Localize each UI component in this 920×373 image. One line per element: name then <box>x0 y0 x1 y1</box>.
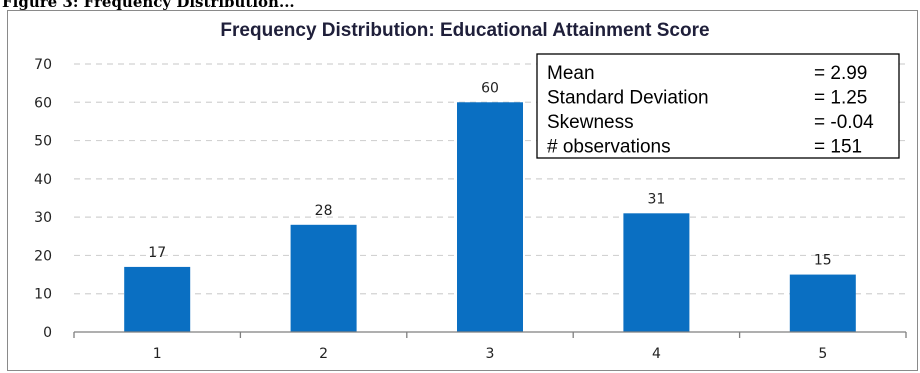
stat-value: = -0.04 <box>814 112 874 133</box>
y-tick-label: 40 <box>34 172 52 188</box>
y-tick-label: 60 <box>34 95 52 111</box>
stat-value: = 151 <box>814 137 862 158</box>
x-axis <box>73 331 907 338</box>
bar <box>124 266 191 332</box>
data-labels: 17 28 60 31 15 <box>148 80 831 268</box>
data-label: 17 <box>148 245 166 261</box>
bar <box>290 224 357 332</box>
stat-label: Mean <box>547 63 595 84</box>
data-label: 60 <box>481 80 499 96</box>
y-tick-label: 30 <box>34 210 52 226</box>
stat-value: = 1.25 <box>814 88 867 109</box>
x-tick-label: 4 <box>652 346 661 362</box>
x-tick-label: 2 <box>319 346 328 362</box>
x-tick-label: 5 <box>818 346 827 362</box>
y-tick-label: 50 <box>34 134 52 150</box>
data-label: 28 <box>315 203 333 219</box>
y-tick-label: 10 <box>34 287 52 303</box>
stat-label: Standard Deviation <box>547 88 709 109</box>
x-tick-label: 3 <box>486 346 495 362</box>
statistics-box: Mean = 2.99 Standard Deviation = 1.25 Skewne… <box>536 53 900 159</box>
stat-value: = 2.99 <box>814 63 867 84</box>
stat-label: Skewness <box>547 112 634 133</box>
stat-label: # observations <box>547 137 671 158</box>
y-tick-label: 70 <box>34 57 52 73</box>
figure-caption: Figure 3: Frequency Distribution... <box>2 0 295 11</box>
data-label: 15 <box>814 253 832 269</box>
data-label: 31 <box>647 191 665 207</box>
statistics-box-frame <box>536 53 900 159</box>
y-tick-label: 0 <box>43 325 52 341</box>
x-axis-ticks: 1 2 3 4 5 <box>153 346 828 362</box>
x-tick-label: 1 <box>153 346 162 362</box>
bar <box>457 102 523 333</box>
chart-title: Frequency Distribution: Educational Atta… <box>220 20 709 41</box>
bars <box>124 102 856 333</box>
bar <box>789 274 856 332</box>
y-axis-ticks: 0 10 20 30 40 50 60 70 <box>34 57 52 341</box>
y-tick-label: 20 <box>34 248 52 264</box>
bar <box>623 213 690 332</box>
